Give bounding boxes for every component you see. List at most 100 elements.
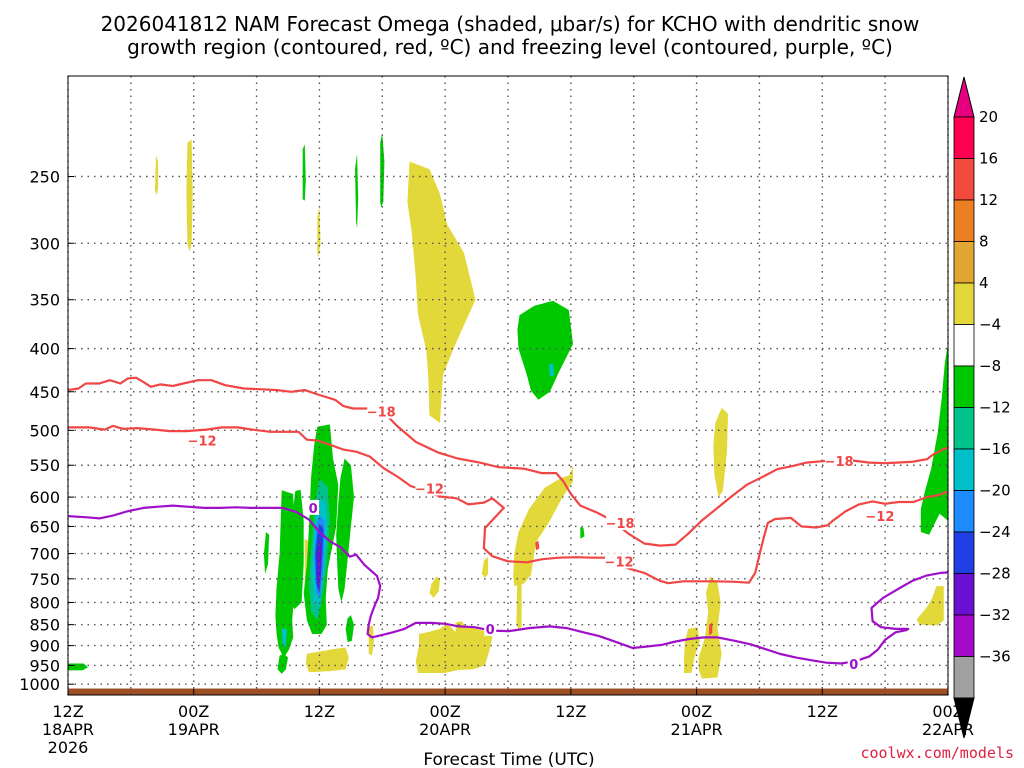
gridlines (67, 76, 949, 695)
contour-label-bg-9 (847, 656, 860, 672)
omega-shade-10 (535, 540, 540, 551)
x-tick-label-0-2: 2026 (48, 738, 89, 757)
omega-shade-3 (317, 206, 321, 258)
colorbar-band-9 (953, 490, 975, 533)
colorbar-label-7: −12 (979, 399, 1011, 417)
omega-shade-2 (302, 144, 306, 201)
y-tick-label-1000: 1000 (19, 675, 60, 694)
ground-surface (68, 688, 948, 695)
colorbar-band-3 (953, 241, 975, 284)
y-tick-label-700: 700 (29, 545, 60, 564)
omega-shade-21 (920, 344, 948, 535)
omega-colorbar: 20 16 12 8 4 −4 −8 −12 −16 −20 −24 −28 −32 −36 (953, 76, 1011, 739)
contour-label-bg-1 (188, 432, 217, 448)
colorbar-band-4 (953, 282, 975, 325)
y-tick-label-800: 800 (29, 593, 60, 612)
omega-shade-4 (355, 153, 359, 229)
contour-label-bg-2 (415, 480, 444, 496)
colorbar-band-11 (953, 573, 975, 616)
colorbar-band-8 (953, 448, 975, 491)
contour-label-6: −12 (865, 510, 894, 525)
omega-shade-6 (407, 161, 476, 423)
x-tick-label-24-0: 12Z (304, 702, 335, 721)
contour-label-9: 0 (849, 658, 858, 673)
omega-shade-14 (580, 527, 585, 539)
y-tick-label-950: 950 (29, 656, 60, 675)
y-tick-label-250: 250 (29, 168, 60, 187)
colorbar-band-12 (953, 614, 975, 657)
y-tick-label-300: 300 (29, 234, 60, 253)
colorbar-band-10 (953, 531, 975, 574)
y-axis-pressure-ticks: 250 300 350 400 450 500 550 600 650 700 750 800 850 9… (19, 168, 74, 694)
dgz-contour-12-1 (68, 424, 948, 585)
x-tick-label-0-1: 18APR (42, 720, 94, 739)
omega-shade-11 (516, 571, 522, 629)
omega-shade-7 (517, 300, 573, 400)
omega-shade-33 (317, 537, 322, 589)
omega-shade-17 (684, 627, 700, 673)
contour-label-5: −18 (825, 455, 854, 470)
x-tick-label-12-0: 00Z (178, 702, 209, 721)
contour-label-bg-8 (484, 620, 497, 636)
contour-labels: −18 −12 −12 −18 −12 −18 −12 0 0 0 (188, 403, 894, 673)
omega-shade-36 (68, 663, 88, 671)
omega-shade-12 (481, 556, 489, 578)
x-tick-label-36-1: 20APR (419, 720, 471, 739)
omega-shade-13 (429, 576, 440, 598)
omega-shade-35 (263, 532, 270, 574)
colorbar-band-13 (953, 656, 975, 699)
colorbar-top-extension (953, 76, 975, 118)
contour-label-bg-7 (307, 499, 320, 515)
colorbar-label-11: −28 (979, 565, 1011, 583)
omega-shade-27 (336, 458, 354, 603)
y-tick-label-550: 550 (29, 456, 60, 475)
y-tick-label-450: 450 (29, 383, 60, 402)
omega-shade-0 (155, 155, 159, 196)
y-tick-label-850: 850 (29, 616, 60, 635)
colorbar-bottom-extension (953, 697, 975, 739)
omega-shade-25 (281, 628, 287, 648)
contour-label-8: 0 (486, 623, 495, 638)
colorbar-label-13: −36 (979, 648, 1011, 666)
x-tick-label-60-1: 21APR (671, 720, 723, 739)
y-tick-label-500: 500 (29, 421, 60, 440)
colorbar-label-10: −24 (979, 523, 1011, 541)
omega-shade-20 (916, 586, 944, 626)
y-tick-label-650: 650 (29, 517, 60, 536)
colorbar-label-1: 16 (979, 150, 998, 168)
omega-shade-26 (305, 647, 349, 673)
omega-shade-9 (513, 465, 573, 587)
contour-label-2: −12 (415, 482, 444, 497)
colorbar-band-1 (953, 158, 975, 201)
contour-label-bg-4 (605, 553, 634, 569)
colorbar-band-2 (953, 199, 975, 242)
colorbar-label-0: 20 (979, 108, 998, 126)
omega-shade-34 (277, 653, 288, 674)
colorbar-label-9: −20 (979, 482, 1011, 500)
y-tick-label-600: 600 (29, 488, 60, 507)
omega-shade-16 (713, 407, 728, 498)
x-tick-label-0-0: 12Z (52, 702, 83, 721)
omega-shade-8 (548, 363, 555, 377)
y-tick-label-350: 350 (29, 291, 60, 310)
colorbar-band-0 (953, 116, 975, 159)
site-credit[interactable]: coolwx.com/models (860, 744, 1014, 762)
contour-label-0: −18 (367, 406, 396, 421)
omega-shade-24 (275, 490, 296, 658)
omega-shade-1 (186, 139, 193, 252)
contour-label-1: −12 (188, 434, 217, 449)
dgz-contour-18-0 (68, 376, 948, 547)
colorbar-band-6 (953, 365, 975, 408)
colorbar-label-4: 4 (979, 274, 989, 292)
y-tick-label-750: 750 (29, 570, 60, 589)
omega-shade-38 (368, 625, 374, 656)
contour-label-bg-3 (606, 515, 635, 531)
omega-shade-15 (415, 621, 493, 673)
x-tick-label-60-0: 00Z (681, 702, 712, 721)
colorbar-band-5 (953, 324, 975, 367)
contour-label-bg-6 (865, 508, 894, 524)
colorbar-band-7 (953, 407, 975, 450)
colorbar-label-2: 12 (979, 191, 998, 209)
